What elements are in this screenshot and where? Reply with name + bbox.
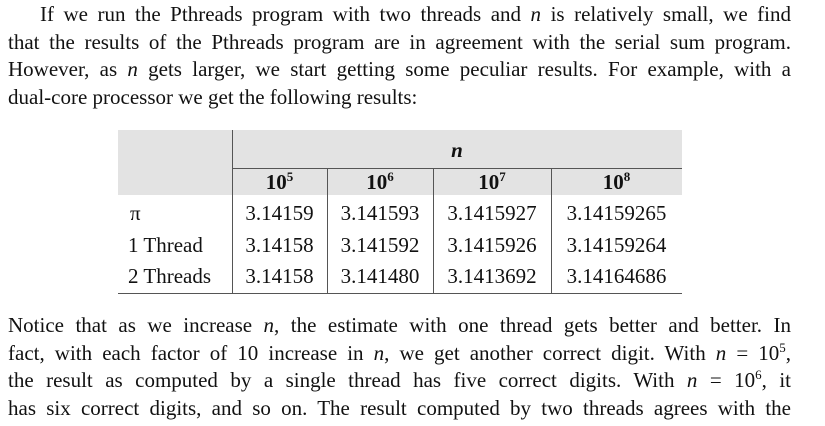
text-run: the result as computed by a single threa… [8, 368, 687, 392]
table-cell: 3.14159 [245, 201, 314, 225]
text-run: , it [761, 368, 792, 392]
text-run: gets larger, we start getting some pecul… [137, 57, 791, 81]
text-run: is relatively small, we find [541, 2, 791, 26]
column-header: 106 [327, 167, 433, 198]
text-run: , the estimate with one thread gets bett… [274, 313, 792, 337]
text-line: dual-core processor we get the following… [8, 84, 418, 109]
table-cell: 3.141480 [340, 264, 420, 288]
math-variable-n: n [530, 2, 542, 26]
table-cell: 3.14159264 [566, 233, 667, 257]
math-variable-n: n [263, 313, 275, 337]
text-run: If we run the Pthreads program with two … [40, 2, 531, 26]
math-variable-n: n [451, 138, 463, 162]
text-line: Notice that as we increase n, the estima… [8, 312, 791, 340]
row-label-2-threads: 2 Threads [128, 264, 212, 288]
table-cell: 3.141593 [340, 201, 420, 225]
table-cell: 3.14164686 [566, 264, 667, 288]
table-bottom-rule [118, 293, 682, 294]
intro-paragraph: If we run the Pthreads program with two … [8, 1, 791, 111]
table-cell: 3.14158 [245, 264, 314, 288]
text-line: the result as computed by a single threa… [8, 367, 791, 395]
text-run: , we get another correct digit. With [384, 340, 716, 365]
math-variable-n: n [127, 57, 138, 81]
table-cell: 3.1415926 [447, 233, 537, 257]
row-label-pi: π [130, 201, 141, 225]
text-line: If we run the Pthreads program with two … [8, 1, 791, 29]
row-label-1-thread: 1 Thread [128, 233, 203, 257]
analysis-paragraph: Notice that as we increase n, the estima… [8, 312, 791, 422]
table-cell: 3.141592 [340, 233, 420, 257]
table-divider [232, 130, 233, 293]
column-header-exponent: 5 [286, 169, 294, 184]
table-cell: 3.1413692 [447, 264, 537, 288]
text-run: = 10 [726, 340, 780, 365]
table-header-background [118, 130, 682, 195]
math-variable-n: n [686, 368, 698, 392]
text-run: = 10 [697, 368, 756, 392]
text-run: , [785, 340, 792, 365]
column-header-base: 10 [478, 170, 500, 194]
math-variable-n: n [373, 340, 385, 365]
table-cell: 3.14158 [245, 233, 314, 257]
exponent: 5 [779, 339, 786, 355]
text-line: that the results of the Pthreads program… [8, 29, 791, 54]
table-cell: 3.1415927 [447, 201, 537, 225]
table-divider [232, 168, 682, 169]
text-line: However, as n gets larger, we start gett… [8, 56, 791, 84]
column-header-base: 10 [602, 170, 624, 194]
exponent: 6 [755, 367, 762, 382]
column-header-exponent: 8 [623, 169, 631, 184]
text-run: fact, with each factor of 10 increase in [8, 340, 374, 365]
column-header-base: 10 [366, 170, 388, 194]
text-line: fact, with each factor of 10 increase in… [8, 340, 791, 368]
text-run: However, as [8, 57, 128, 81]
column-header: 107 [433, 167, 551, 198]
table-cell: 3.14159265 [566, 201, 667, 225]
table-divider [433, 169, 434, 293]
math-variable-n: n [715, 340, 727, 365]
text-line: has six correct digits, and so on. The r… [8, 395, 791, 420]
text-run: Notice that as we increase [8, 313, 264, 337]
column-header: 108 [551, 167, 682, 198]
column-header-exponent: 6 [387, 169, 394, 184]
column-header-base: 10 [265, 170, 287, 194]
column-header: 105 [232, 167, 327, 198]
column-header-exponent: 7 [499, 169, 506, 184]
column-group-header: n [232, 135, 682, 166]
table-divider [327, 169, 328, 293]
table-divider [551, 169, 552, 293]
